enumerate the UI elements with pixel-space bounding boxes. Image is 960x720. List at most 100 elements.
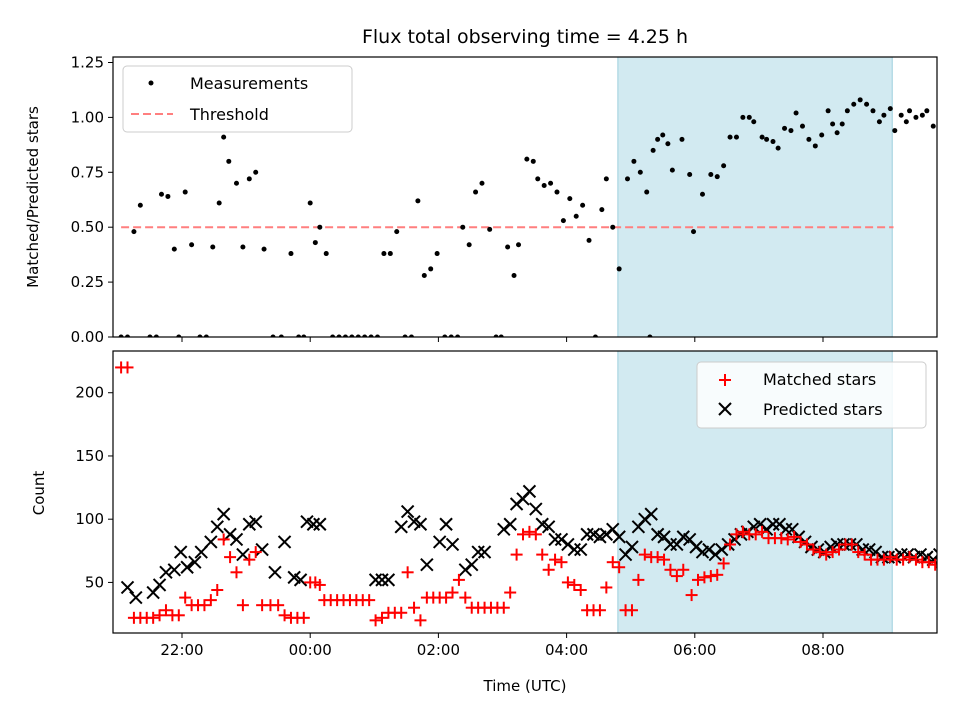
measurement-point <box>216 200 222 206</box>
matched-point <box>807 543 820 556</box>
measurement-point <box>221 134 227 140</box>
measurement-point <box>505 244 511 250</box>
measurement-point <box>524 156 530 162</box>
measurement-point <box>516 242 522 248</box>
matched-point <box>717 557 730 570</box>
measurement-point <box>554 189 560 195</box>
matched-point <box>297 611 310 624</box>
measurement-point <box>448 334 454 337</box>
matched-point <box>517 528 530 541</box>
matched-point <box>788 530 801 543</box>
measurement-point <box>930 123 936 129</box>
predicted-point <box>567 542 581 557</box>
measurement-point <box>714 174 720 180</box>
y-tick-label: 0.00 <box>71 328 104 346</box>
matched-point <box>555 556 568 569</box>
predicted-point <box>522 484 537 499</box>
measurement-point <box>567 196 573 202</box>
measurement-point <box>548 180 554 186</box>
measurement-point <box>637 169 643 175</box>
legend-measurements-marker <box>148 80 154 86</box>
matched-point <box>121 361 134 374</box>
measurement-point <box>147 334 153 337</box>
matched-point <box>159 604 172 617</box>
measurement-point <box>387 251 393 257</box>
matched-point <box>692 573 705 586</box>
measurement-point <box>301 334 307 337</box>
matched-point <box>794 535 807 548</box>
measurement-point <box>165 193 171 199</box>
measurement-point <box>851 101 857 107</box>
measurement-point <box>182 189 188 195</box>
measurement-point <box>317 224 323 230</box>
measurement-point <box>751 119 757 125</box>
measurement-point <box>793 110 799 116</box>
predicted-point <box>229 532 244 547</box>
matched-point <box>211 584 224 597</box>
measurement-point <box>857 97 863 103</box>
y-tick-label: 1.00 <box>71 108 104 126</box>
measurement-point <box>603 176 609 182</box>
measurement-point <box>240 244 246 250</box>
predicted-point <box>167 563 182 577</box>
measurement-point <box>197 334 203 337</box>
y-tick-label: 150 <box>75 447 104 465</box>
matched-point <box>414 614 427 627</box>
predicted-point <box>277 535 292 549</box>
matched-point <box>749 528 762 541</box>
matched-point <box>408 601 421 614</box>
chart-title: Flux total observing time = 4.25 h <box>362 26 688 48</box>
predicted-point <box>766 517 780 531</box>
measurement-point <box>819 132 825 138</box>
matched-point <box>606 556 619 569</box>
measurement-point <box>261 246 267 252</box>
predicted-point <box>188 555 202 569</box>
measurement-point <box>460 224 466 230</box>
predicted-point <box>216 507 231 521</box>
matched-point <box>504 586 517 599</box>
legend-threshold-label: Threshold <box>189 105 269 124</box>
measurement-point <box>487 226 493 232</box>
measurement-point <box>892 128 898 134</box>
matched-point <box>903 551 916 564</box>
measurement-point <box>876 119 882 125</box>
matched-point <box>278 609 291 622</box>
measurement-point <box>203 334 209 337</box>
measurement-point <box>375 334 381 337</box>
predicted-point <box>625 540 639 554</box>
predicted-point <box>663 537 678 552</box>
matched-point <box>446 586 459 599</box>
y-tick-label: 0.75 <box>71 163 104 181</box>
measurement-point <box>428 266 434 272</box>
y-tick-label: 1.25 <box>71 53 104 71</box>
measurement-point <box>881 112 887 118</box>
matched-point <box>243 553 256 566</box>
measurement-point <box>323 251 329 257</box>
measurement-point <box>288 251 294 257</box>
x-tick-label: 08:00 <box>801 641 844 659</box>
matched-point <box>568 578 581 591</box>
y-tick-label: 100 <box>75 510 104 528</box>
matched-point <box>698 571 711 584</box>
measurement-point <box>799 123 805 129</box>
measurement-point <box>647 334 653 337</box>
measurement-point <box>189 242 195 248</box>
measurement-point <box>764 136 770 142</box>
measurement-point <box>421 273 427 279</box>
measurement-point <box>118 334 124 337</box>
predicted-point <box>375 573 389 587</box>
predicted-point <box>255 542 269 557</box>
x-tick-label: 04:00 <box>545 641 588 659</box>
measurement-point <box>740 114 746 120</box>
measurement-point <box>746 114 752 120</box>
measurement-point <box>176 334 182 337</box>
x-tick-label: 06:00 <box>673 641 716 659</box>
matched-point <box>395 606 408 619</box>
matched-point <box>704 570 717 583</box>
measurement-point <box>415 198 421 204</box>
measurement-point <box>759 134 765 140</box>
measurement-point <box>687 171 693 177</box>
measurement-point <box>355 334 361 337</box>
predicted-point <box>420 558 434 572</box>
legend-matched-label: Matched stars <box>763 370 876 389</box>
